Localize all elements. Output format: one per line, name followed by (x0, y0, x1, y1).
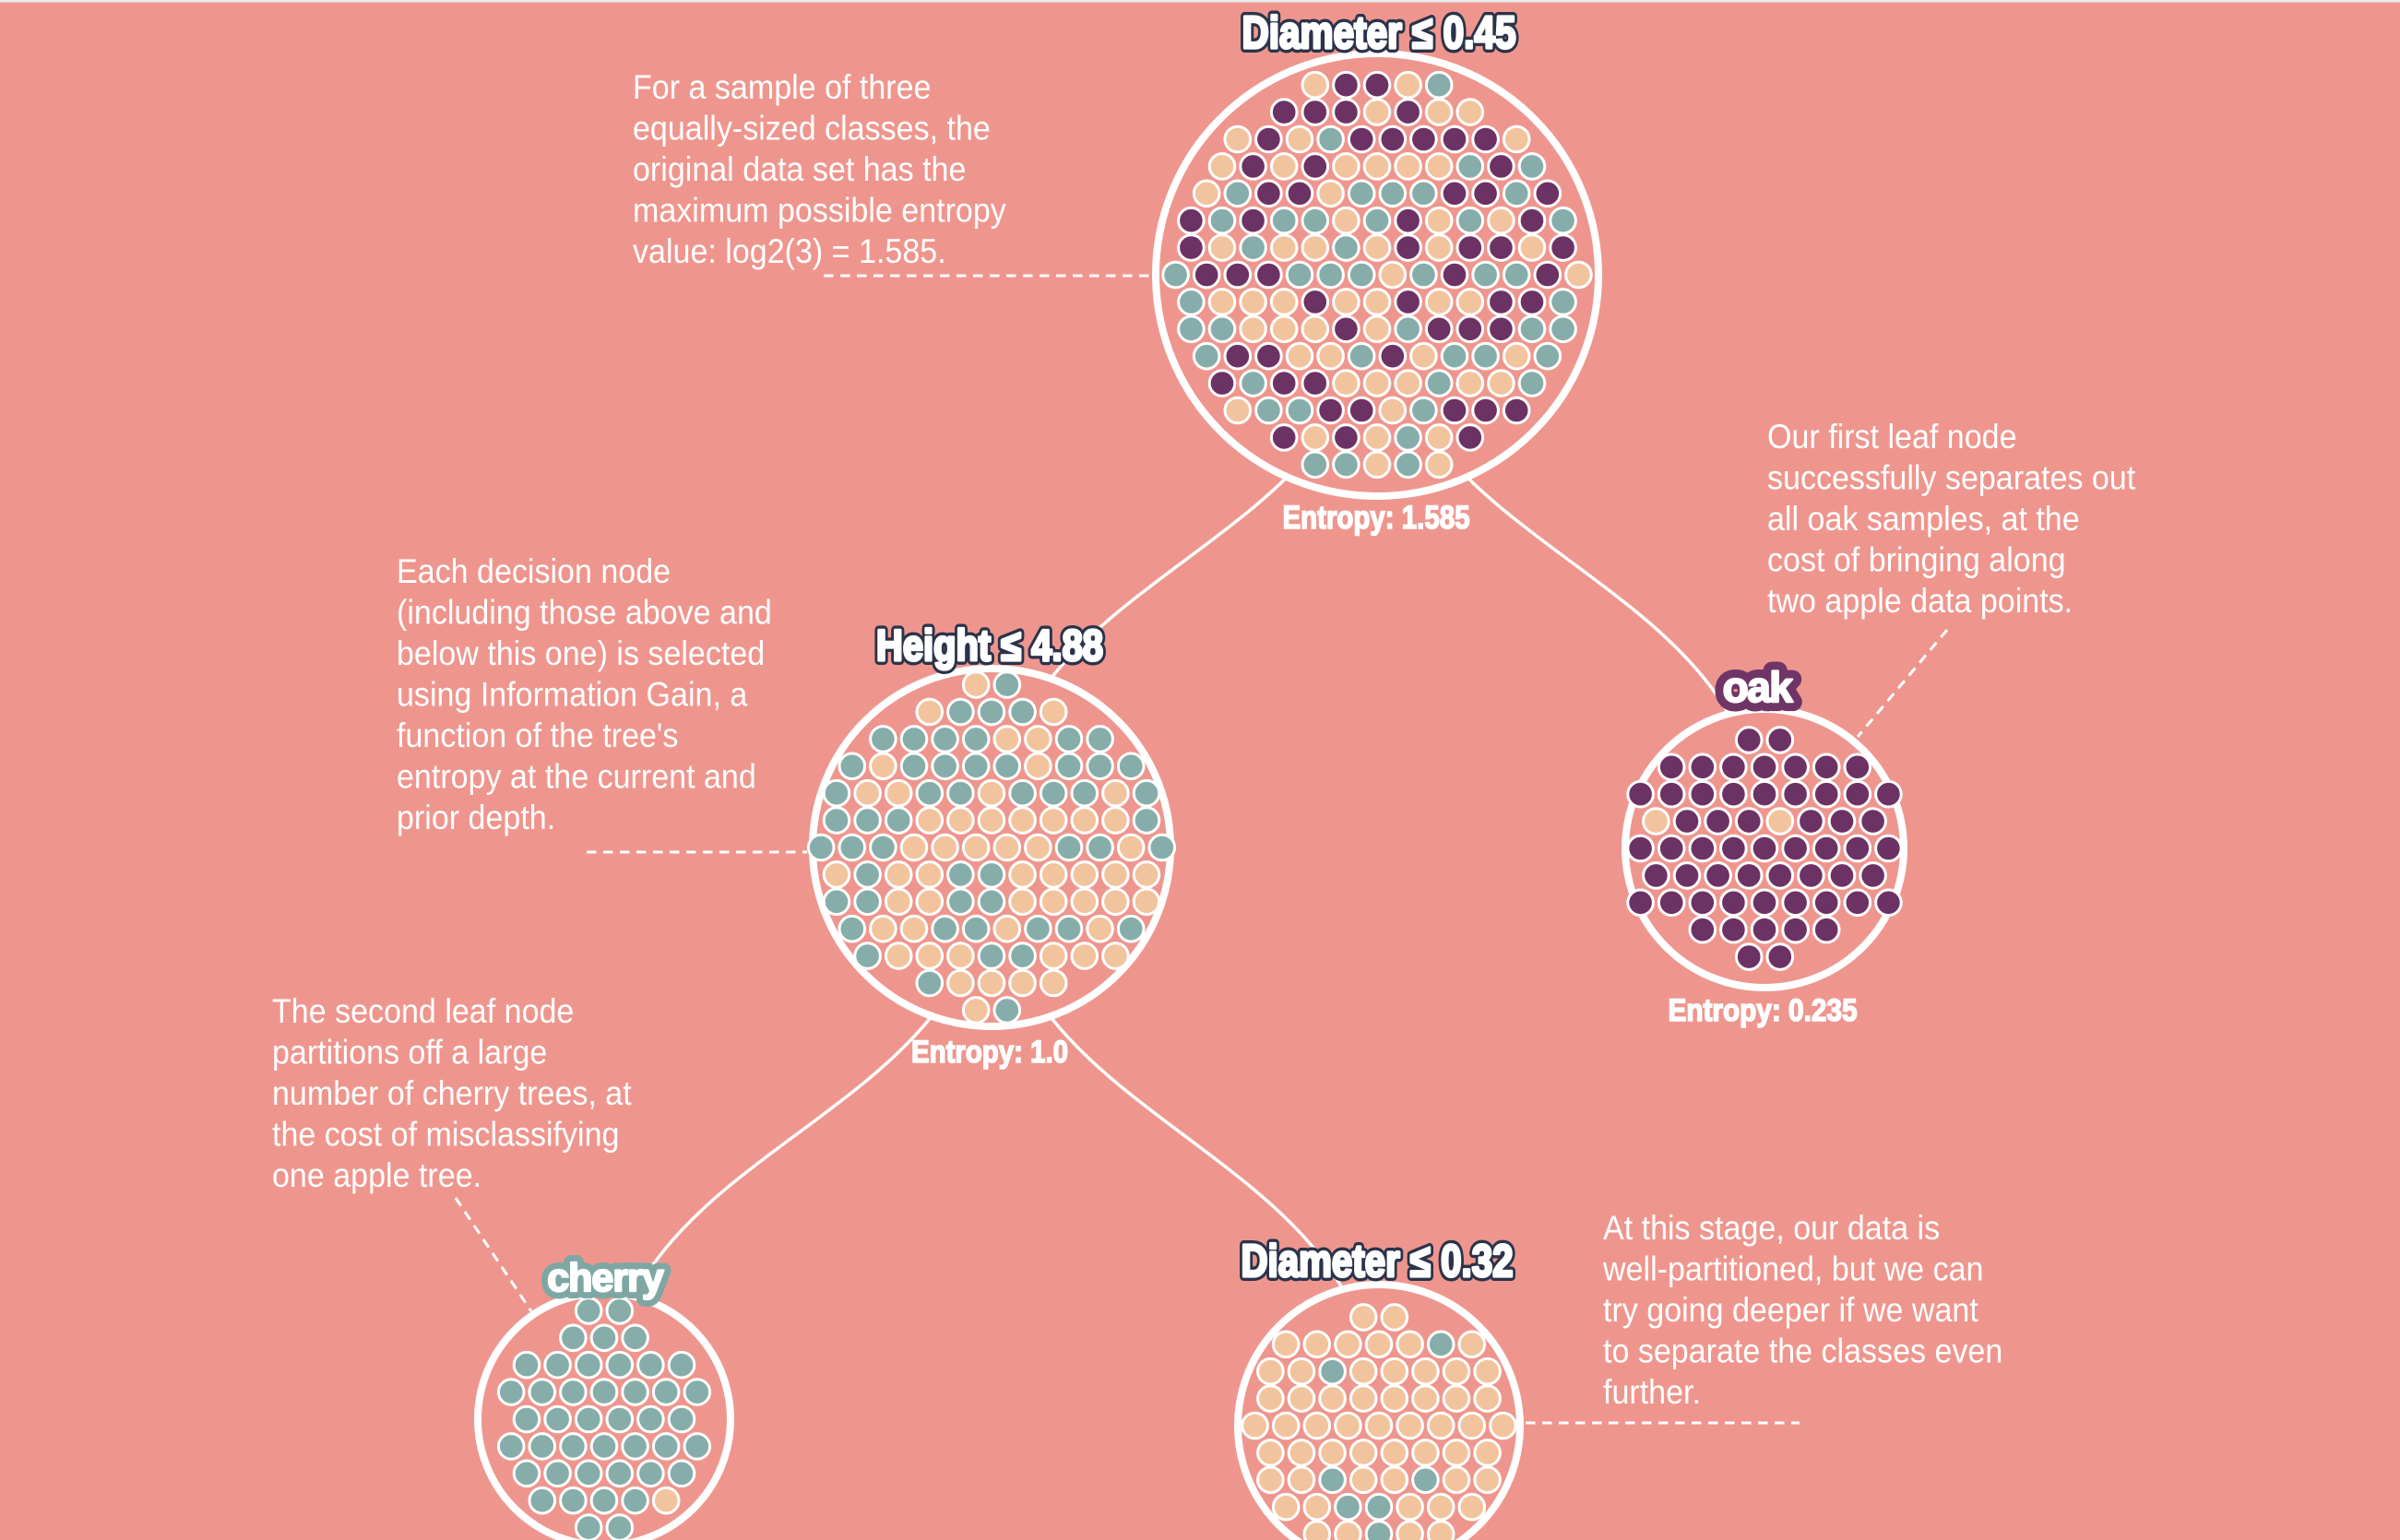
svg-text:all oak samples, at the: all oak samples, at the (1767, 500, 2080, 539)
svg-text:The second leaf node: The second leaf node (272, 992, 574, 1031)
svg-text:For a sample of three: For a sample of three (633, 68, 932, 107)
svg-text:function of the tree's: function of the tree's (397, 717, 678, 755)
svg-text:cherry: cherry (547, 1256, 664, 1300)
svg-text:oak: oak (1723, 663, 1794, 711)
svg-text:the cost of misclassifying: the cost of misclassifying (272, 1115, 619, 1154)
svg-text:further.: further. (1603, 1373, 1701, 1412)
svg-text:one apple tree.: one apple tree. (272, 1156, 481, 1195)
svg-text:At this stage, our data is: At this stage, our data is (1603, 1209, 1940, 1248)
svg-text:Diameter ≤ 0.45: Diameter ≤ 0.45 (1242, 8, 1516, 58)
svg-text:value: log2(3) = 1.585.: value: log2(3) = 1.585. (633, 232, 946, 271)
svg-text:oak: oak (1723, 663, 1794, 711)
svg-text:Our first leaf node: Our first leaf node (1767, 418, 2017, 456)
svg-text:(including those above and: (including those above and (397, 593, 772, 632)
svg-text:Entropy: 1.585: Entropy: 1.585 (1283, 500, 1470, 536)
svg-text:cost of bringing along: cost of bringing along (1767, 540, 2066, 579)
svg-text:prior depth.: prior depth. (397, 799, 555, 837)
svg-text:Entropy: 1.0: Entropy: 1.0 (911, 1035, 1068, 1070)
svg-text:Height ≤ 4.88: Height ≤ 4.88 (876, 621, 1103, 669)
svg-text:Diameter ≤ 0.32: Diameter ≤ 0.32 (1242, 1237, 1514, 1286)
svg-text:below this one) is selected: below this one) is selected (397, 634, 765, 673)
svg-text:Height ≤ 4.88: Height ≤ 4.88 (876, 621, 1103, 669)
svg-text:cherry: cherry (547, 1256, 664, 1300)
svg-text:well-partitioned, but we can: well-partitioned, but we can (1602, 1250, 1983, 1288)
svg-text:equally-sized classes, the: equally-sized classes, the (633, 109, 991, 148)
svg-text:maximum possible entropy: maximum possible entropy (633, 191, 1006, 230)
svg-text:two apple data points.: two apple data points. (1767, 582, 2073, 621)
svg-text:Diameter ≤ 0.32: Diameter ≤ 0.32 (1242, 1237, 1514, 1286)
svg-text:original data set has the: original data set has the (633, 150, 966, 189)
svg-text:using Information Gain, a: using Information Gain, a (397, 675, 748, 714)
svg-text:successfully separates out: successfully separates out (1767, 458, 2135, 497)
svg-text:number of cherry trees, at: number of cherry trees, at (272, 1074, 632, 1113)
svg-text:Each decision node: Each decision node (397, 552, 671, 591)
svg-text:entropy at the current and: entropy at the current and (397, 757, 756, 796)
svg-text:to separate the classes even: to separate the classes even (1603, 1332, 2002, 1370)
svg-text:partitions off a large: partitions off a large (272, 1033, 547, 1072)
svg-text:try going deeper if we want: try going deeper if we want (1603, 1291, 1978, 1330)
svg-text:Diameter ≤ 0.45: Diameter ≤ 0.45 (1242, 8, 1516, 58)
svg-text:Entropy: 0.235: Entropy: 0.235 (1669, 993, 1858, 1028)
